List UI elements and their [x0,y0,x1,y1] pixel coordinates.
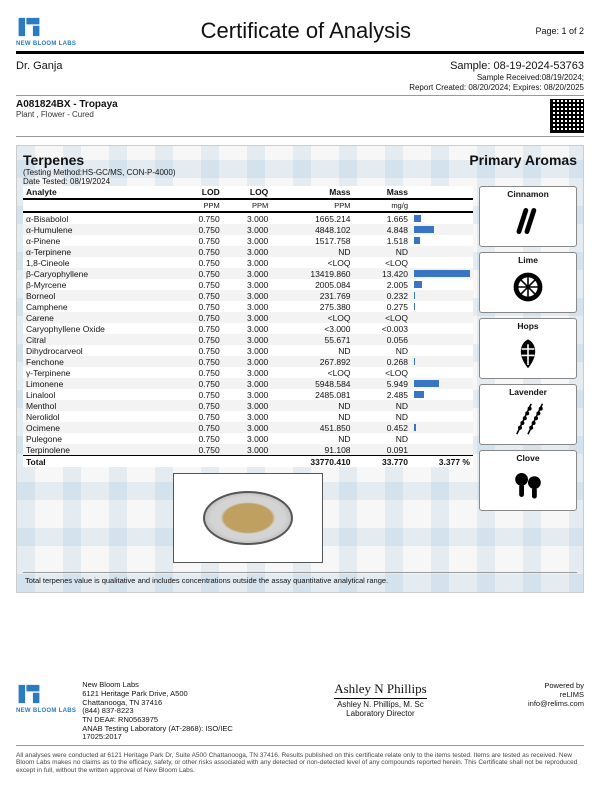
table-row: α-Terpinene0.7503.000NDND [23,246,473,257]
total-row: Total33770.41033.7703.377 % [23,456,473,468]
qr-code-icon [550,99,584,133]
table-row: Nerolidol0.7503.000NDND [23,411,473,422]
table-row: α-Bisabolol0.7503.0001665.2141.665 [23,212,473,224]
table-row: Dihydrocarveol0.7503.000NDND [23,345,473,356]
terpenes-table-wrap: AnalyteLODLOQMassMass PPMPPMPPMmg/g α-Bi… [23,186,473,569]
table-body: α-Bisabolol0.7503.0001665.2141.665α-Humu… [23,212,473,467]
table-row: γ-Terpinene0.7503.000<LOQ<LOQ [23,367,473,378]
footer: NEW BLOOM LABS New Bloom Labs6121 Herita… [16,681,584,741]
signature-name: Ashley N. Phillips, M. Sc [334,698,426,709]
aroma-label: Clove [482,453,574,463]
table-head: AnalyteLODLOQMassMass PPMPPMPPMmg/g [23,186,473,212]
aroma-card: Hops [479,318,577,379]
powered-by-name: reLIMS [528,690,584,699]
powered-by-email: info@relims.com [528,699,584,708]
table-row: β-Myrcene0.7503.0002005.0842.005 [23,279,473,290]
logo-icon [16,14,42,40]
aroma-card: Clove [479,450,577,511]
powered-by: Powered by reLIMS info@relims.com [528,681,584,708]
terpenes-body: AnalyteLODLOQMassMass PPMPPMPPMmg/g α-Bi… [23,186,577,569]
section-head: Terpenes (Testing Method:HS-GC/MS, CON-P… [23,152,577,186]
footer-left: NEW BLOOM LABS New Bloom Labs6121 Herita… [16,681,233,741]
divider [16,136,584,137]
report-created: Report Created: 08/20/2024; Expires: 08/… [409,83,584,93]
table-row: 1,8-Cineole0.7503.000<LOQ<LOQ [23,257,473,268]
logo-icon [16,681,42,707]
certificate-page: NEW BLOOM LABS Certificate of Analysis P… [0,0,600,788]
table-row: Ocimene0.7503.000451.8500.452 [23,422,473,433]
table-row: β-Caryophyllene0.7503.00013419.86013.420 [23,268,473,279]
terpenes-section: Terpenes (Testing Method:HS-GC/MS, CON-P… [16,145,584,593]
powered-by-label: Powered by [528,681,584,690]
signature-block: Ashley N Phillips Ashley N. Phillips, M.… [334,681,426,718]
brand-name: NEW BLOOM LABS [16,708,76,714]
client-name: Dr. Ganja [16,60,62,92]
sample-meta: Sample: 08-19-2024-53763 Sample Received… [409,60,584,92]
aroma-label: Lavender [482,387,574,397]
disclaimer: All analyses were conducted at 6121 Heri… [16,752,584,774]
table-row: Pulegone0.7503.000NDND [23,433,473,444]
product-block: A081824BX - Tropaya Plant , Flower - Cur… [16,99,118,119]
table-row: Terpinolene0.7503.00091.1080.091 [23,444,473,456]
aromas-title: Primary Aromas [469,152,577,168]
aromas-column: Cinnamon Lime Hops Lavender Clove [479,186,577,569]
divider [16,51,584,54]
page-number: Page: 1 of 2 [535,26,584,36]
contact-block: New Bloom Labs6121 Heritage Park Drive, … [82,681,233,741]
aroma-card: Lime [479,252,577,313]
page-title: Certificate of Analysis [201,18,411,44]
aroma-label: Lime [482,255,574,265]
product-matrix: Plant , Flower - Cured [16,110,118,119]
sample-photo [173,473,323,563]
divider [16,95,584,96]
aroma-label: Cinnamon [482,189,574,199]
table-row: Limonene0.7503.0005948.5845.949 [23,378,473,389]
sample-received: Sample Received:08/19/2024; [409,73,584,83]
table-row: Linalool0.7503.0002485.0812.485 [23,389,473,400]
date-tested: Date Tested: 08/19/2024 [23,177,176,186]
testing-method: (Testing Method:HS-GC/MS, CON-P-4000) [23,168,176,177]
divider [23,572,577,573]
aroma-card: Cinnamon [479,186,577,247]
table-row: Menthol0.7503.000NDND [23,400,473,411]
table-row: Caryophyllene Oxide0.7503.000<3.000<0.00… [23,323,473,334]
table-row: Citral0.7503.00055.6710.056 [23,334,473,345]
brand-logo-footer: NEW BLOOM LABS [16,681,76,714]
terpenes-footnote: Total terpenes value is qualitative and … [25,576,575,585]
table-row: Borneol0.7503.000231.7690.232 [23,290,473,301]
aroma-card: Lavender [479,384,577,445]
product-row: A081824BX - Tropaya Plant , Flower - Cur… [16,99,584,133]
brand-name: NEW BLOOM LABS [16,41,76,47]
terpenes-head-left: Terpenes (Testing Method:HS-GC/MS, CON-P… [23,152,176,186]
signature-title: Laboratory Director [334,709,426,718]
table-row: Fenchone0.7503.000267.8920.268 [23,356,473,367]
product-lot: A081824BX - Tropaya [16,99,118,110]
spacer [16,593,584,673]
table-row: Camphene0.7503.000275.3800.275 [23,301,473,312]
client-sample-row: Dr. Ganja Sample: 08-19-2024-53763 Sampl… [16,60,584,92]
terpenes-table: AnalyteLODLOQMassMass PPMPPMPPMmg/g α-Bi… [23,186,473,467]
sample-id: Sample: 08-19-2024-53763 [409,60,584,73]
table-row: Carene0.7503.000<LOQ<LOQ [23,312,473,323]
divider [16,745,584,746]
petri-dish-icon [203,491,293,545]
aroma-label: Hops [482,321,574,331]
signature-script: Ashley N Phillips [334,681,426,697]
brand-logo: NEW BLOOM LABS [16,14,76,47]
terpenes-title: Terpenes [23,152,176,168]
table-row: α-Humulene0.7503.0004848.1024.848 [23,224,473,235]
header: NEW BLOOM LABS Certificate of Analysis P… [16,14,584,47]
table-row: α-Pinene0.7503.0001517.7581.518 [23,235,473,246]
